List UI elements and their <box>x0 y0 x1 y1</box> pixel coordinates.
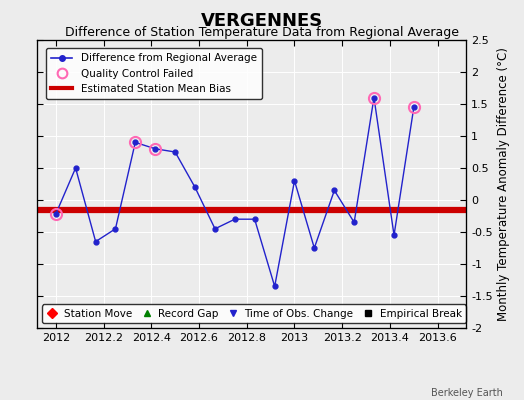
Text: Difference of Station Temperature Data from Regional Average: Difference of Station Temperature Data f… <box>65 26 459 39</box>
Y-axis label: Monthly Temperature Anomaly Difference (°C): Monthly Temperature Anomaly Difference (… <box>497 47 510 321</box>
Text: Berkeley Earth: Berkeley Earth <box>431 388 503 398</box>
Text: VERGENNES: VERGENNES <box>201 12 323 30</box>
Legend: Station Move, Record Gap, Time of Obs. Change, Empirical Break: Station Move, Record Gap, Time of Obs. C… <box>42 304 466 323</box>
